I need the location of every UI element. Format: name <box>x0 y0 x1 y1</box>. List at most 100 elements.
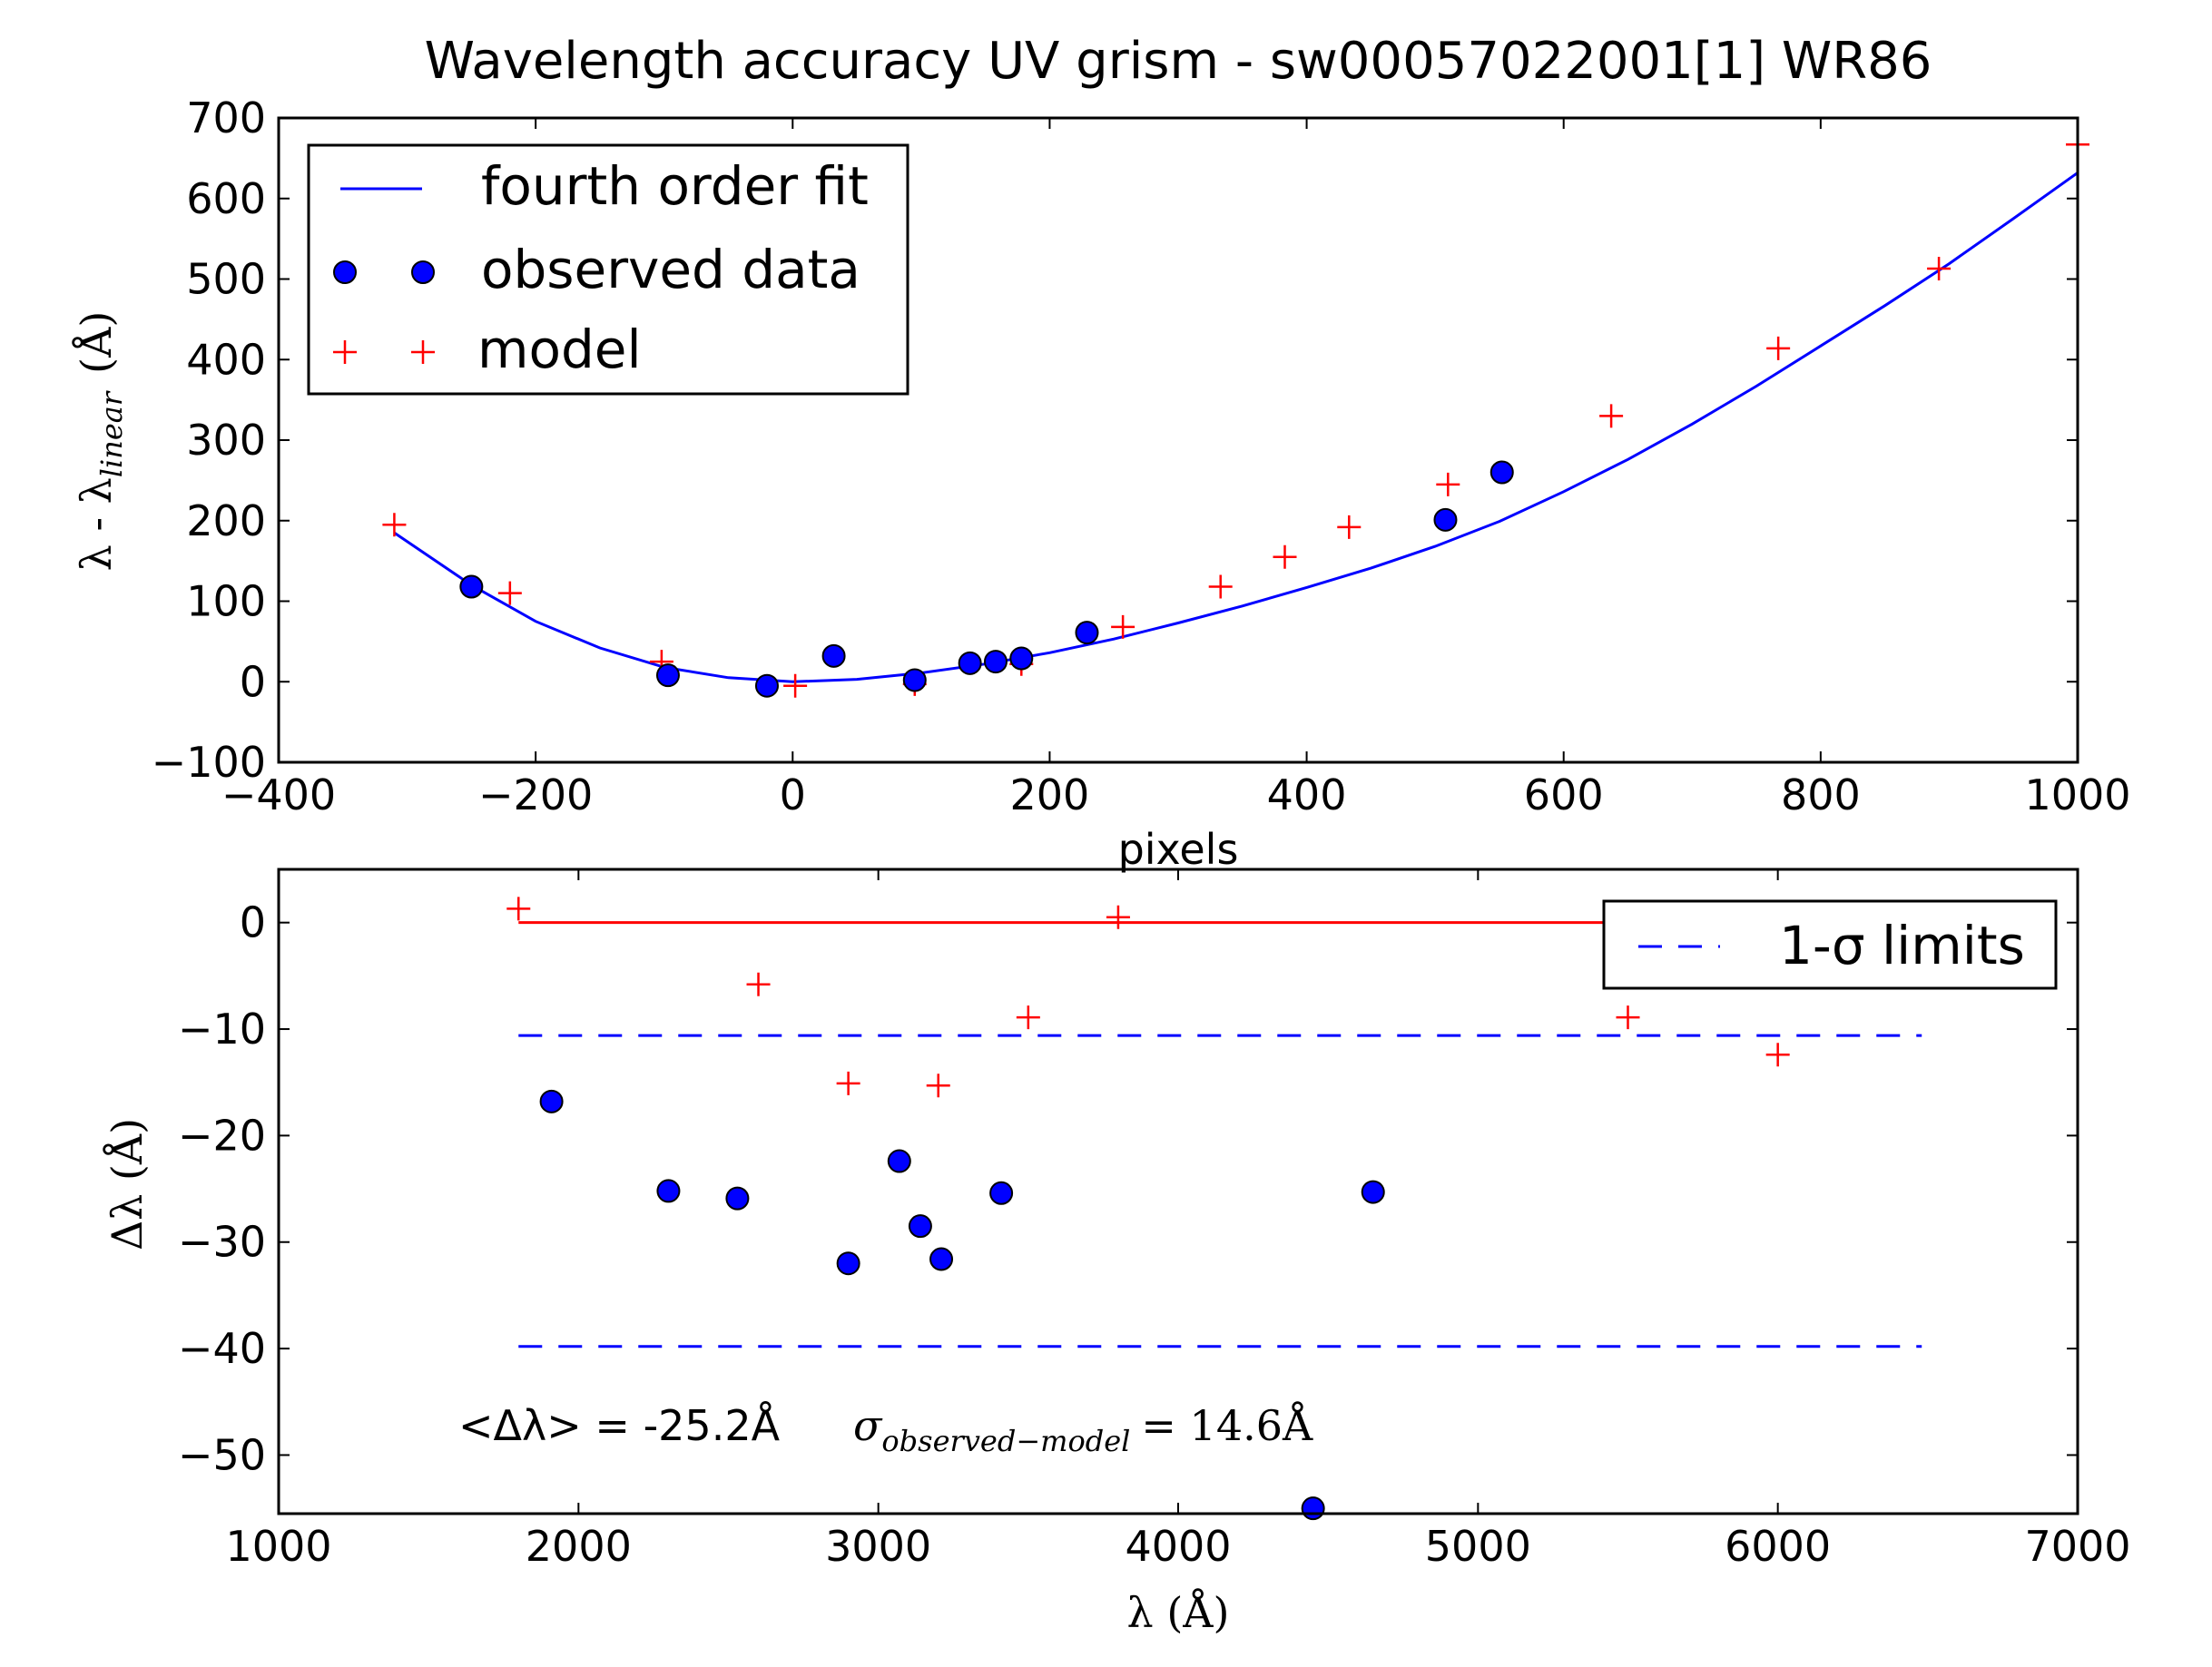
top-x-tick-label: 200 <box>1010 770 1090 819</box>
top-model-point <box>497 581 522 605</box>
top-x-tick-label: 800 <box>1781 770 1861 819</box>
bottom-model-point <box>746 972 771 996</box>
top-y-tick-label: 100 <box>186 577 266 626</box>
bottom-y-ticks: 0 −10 −20 −30 −40 −50 <box>178 898 2078 1479</box>
legend-fit-label: fourth order fit <box>481 155 869 217</box>
legend-model-label: model <box>477 319 642 380</box>
sigma-annotation: σobserved−model = 14.6Å <box>853 1400 1313 1458</box>
top-y-label-subscript: linear <box>94 390 129 477</box>
bottom-x-axis-label: λ (Å) <box>1127 1587 1230 1637</box>
mean-annotation: <Δλ> = -25.2Å <box>458 1401 781 1450</box>
top-plot-area <box>382 132 2089 698</box>
bottom-x-tick-label: 5000 <box>1425 1522 1531 1571</box>
bottom-y-tick-label: 0 <box>240 898 266 947</box>
bottom-x-tick-label: 3000 <box>825 1522 931 1571</box>
bottom-plot-area <box>506 897 1922 1521</box>
top-y-ticks: −100 0 100 200 300 400 500 600 700 <box>152 93 2078 787</box>
top-x-tick-label: 400 <box>1267 770 1347 819</box>
top-y-tick-label: −100 <box>152 738 266 787</box>
bottom-x-tick-label: 2000 <box>526 1522 632 1571</box>
top-x-ticks: −400 −200 0 200 400 600 800 1000 <box>221 118 2131 819</box>
bottom-x-tick-label: 7000 <box>2024 1522 2130 1571</box>
chart-title: Wavelength accuracy UV grism - sw0005702… <box>425 32 1932 91</box>
bottom-observed-point <box>908 1214 932 1239</box>
top-y-label-unit: (Å) <box>71 311 121 374</box>
top-legend-box <box>307 143 909 396</box>
bottom-observed-point <box>1301 1496 1325 1521</box>
top-observed-point <box>1433 507 1458 532</box>
bottom-x-tick-label: 6000 <box>1725 1522 1831 1571</box>
legend-limits-label: 1-σ limits <box>1779 915 2025 976</box>
top-model-point <box>1208 574 1233 599</box>
top-observed-point <box>655 663 680 688</box>
legend-observed-label: observed data <box>481 239 860 300</box>
top-model-point <box>1111 614 1135 639</box>
bottom-model-point <box>926 1074 950 1098</box>
bottom-observed-point <box>836 1251 860 1276</box>
bottom-y-axis-label: Δλ (Å) <box>102 1118 152 1250</box>
top-x-tick-label: 600 <box>1524 770 1604 819</box>
top-observed-point <box>1009 646 1034 671</box>
bottom-y-tick-label: −40 <box>178 1324 266 1373</box>
bottom-model-point <box>1106 905 1130 929</box>
bottom-x-ticks: 1000 2000 3000 4000 5000 6000 7000 <box>225 869 2131 1571</box>
top-model-point <box>1337 515 1362 539</box>
bottom-y-tick-label: −50 <box>178 1430 266 1479</box>
top-y-tick-label: 300 <box>186 416 266 465</box>
bottom-legend-box <box>1602 899 2058 990</box>
bottom-observed-point <box>539 1089 564 1113</box>
bottom-x-tick-label: 4000 <box>1125 1522 1231 1571</box>
top-y-tick-label: 700 <box>186 93 266 142</box>
bottom-x-tick-label: 1000 <box>225 1522 331 1571</box>
bottom-y-tick-label: −20 <box>178 1111 266 1160</box>
bottom-observed-point <box>656 1179 681 1203</box>
top-y-tick-label: 0 <box>240 657 266 706</box>
sigma-value: = 14.6Å <box>1141 1400 1313 1450</box>
legend-observed-marker <box>411 260 435 284</box>
top-x-tick-label: −200 <box>478 770 593 819</box>
legend-model-marker <box>411 340 435 364</box>
top-model-point <box>1436 472 1460 496</box>
top-chart: Wavelength accuracy UV grism - sw0005702… <box>71 32 2131 874</box>
fit-curve <box>393 172 2079 683</box>
top-y-tick-label: 600 <box>186 174 266 223</box>
top-legend: fourth order fit observed data model <box>307 143 909 396</box>
bottom-legend: 1-σ limits <box>1602 899 2058 990</box>
top-observed-point <box>821 643 846 668</box>
top-observed-point <box>902 668 927 692</box>
bottom-observed-point <box>929 1247 954 1271</box>
top-y-axis-label: λ - λlinear (Å) <box>71 311 129 572</box>
bottom-observed-point <box>989 1181 1014 1205</box>
bottom-y-tick-label: −10 <box>178 1005 266 1054</box>
top-y-tick-label: 500 <box>186 255 266 304</box>
top-model-point <box>1927 256 1951 280</box>
top-observed-point <box>1489 460 1514 485</box>
top-observed-point <box>754 673 779 698</box>
bottom-observed-point <box>725 1186 750 1211</box>
bottom-observed-point <box>887 1149 911 1173</box>
top-x-tick-label: 1000 <box>2024 770 2130 819</box>
legend-observed-marker <box>333 260 357 284</box>
bottom-model-point <box>506 897 531 921</box>
top-y-tick-label: 200 <box>186 496 266 545</box>
legend-model-marker <box>333 340 357 364</box>
bottom-model-point <box>1616 1005 1640 1030</box>
top-x-tick-label: −400 <box>221 770 336 819</box>
top-observed-point <box>958 651 982 675</box>
top-model-point <box>1273 544 1297 569</box>
bottom-chart: 1000 2000 3000 4000 5000 6000 7000 0 −10 −20 −30 −… <box>102 868 2131 1637</box>
bottom-y-tick-label: −30 <box>178 1218 266 1267</box>
bottom-model-point <box>1016 1005 1040 1030</box>
bottom-model-point <box>1765 1043 1790 1067</box>
top-y-tick-label: 400 <box>186 335 266 384</box>
top-y-label-prefix: λ - λ <box>72 477 121 571</box>
top-observed-point <box>459 574 484 599</box>
bottom-model-point <box>836 1071 860 1095</box>
sigma-subscript: observed−model <box>881 1424 1130 1458</box>
top-x-axis-label: pixels <box>1118 825 1239 874</box>
top-model-point <box>783 673 808 698</box>
top-model-point <box>1766 336 1791 360</box>
top-model-point <box>382 513 407 537</box>
top-x-tick-label: 0 <box>780 770 806 819</box>
